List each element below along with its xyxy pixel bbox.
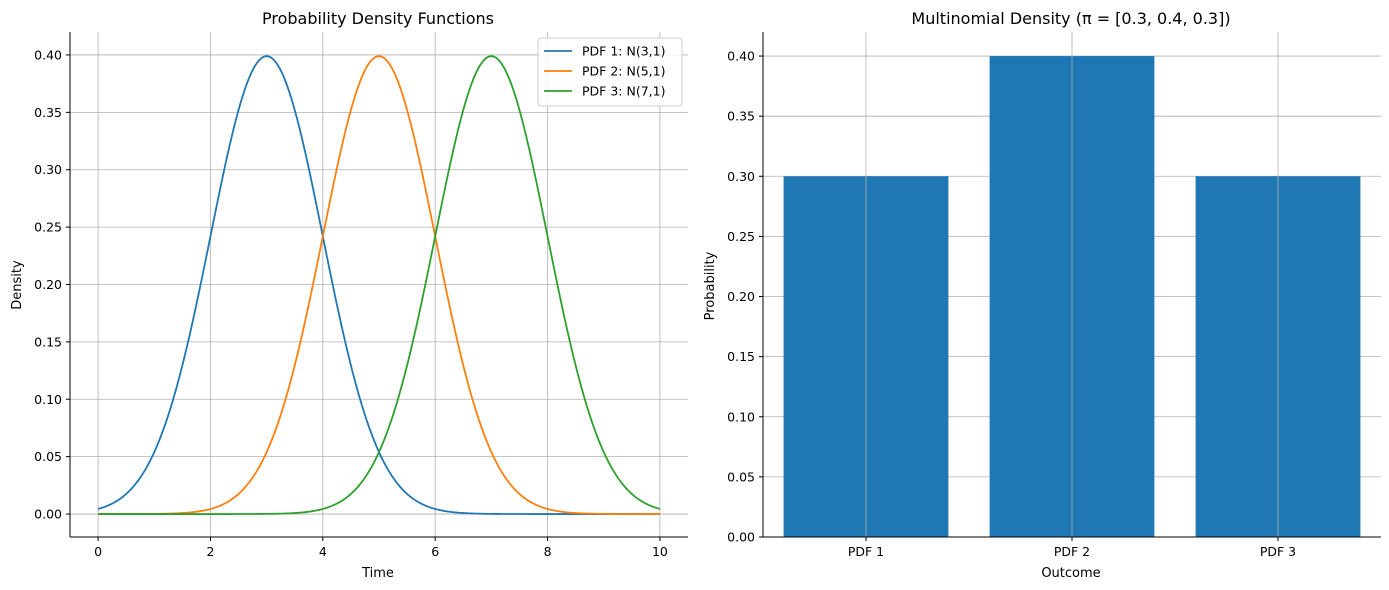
chart-title: Probability Density Functions	[262, 9, 494, 28]
y-tick-label: 0.30	[34, 162, 62, 177]
y-tick-label: 0.10	[727, 409, 755, 424]
legend-label-1: PDF 1: N(3,1)	[582, 44, 665, 59]
y-tick-label: 0.15	[727, 349, 755, 364]
series-lines	[97, 55, 661, 515]
series-line-1	[97, 55, 660, 515]
y-tick-label: 0.05	[34, 449, 62, 464]
grid	[865, 32, 1279, 537]
y-tick-label: 0.15	[34, 334, 62, 349]
x-axis-label: Outcome	[1041, 566, 1100, 581]
x-tick-label: 6	[431, 544, 439, 559]
y-tick-label: 0.25	[727, 229, 755, 244]
pdf-line-chart: Probability Density Functions 0 2 4 6 8 10 0.…	[10, 9, 688, 581]
x-tick-label: PDF 3	[1260, 544, 1296, 559]
y-tick-label: 0.25	[34, 220, 62, 235]
x-axis-label: Time	[361, 566, 394, 581]
x-ticks: 0 2 4 6 8 10	[94, 537, 668, 559]
x-tick-label: 8	[544, 544, 552, 559]
y-tick-label: 0.10	[34, 392, 62, 407]
y-ticks: 0.00 0.05 0.10 0.15 0.20 0.25 0.30 0.35 0.40	[727, 49, 763, 545]
y-ticks: 0.00 0.05 0.10 0.15 0.20 0.25 0.30 0.35 0.40	[34, 47, 70, 522]
y-axis-label: Density	[10, 260, 25, 310]
legend-box	[537, 37, 683, 107]
x-tick-label: 2	[206, 544, 214, 559]
series-line-3	[98, 55, 661, 515]
y-tick-label: 0.00	[34, 507, 62, 522]
y-tick-label: 0.40	[727, 49, 755, 64]
grid	[70, 32, 688, 537]
x-tick-label: 4	[319, 544, 327, 559]
y-tick-label: 0.00	[727, 530, 755, 545]
x-tick-label: PDF 2	[1054, 544, 1090, 559]
y-axis-label: Probability	[703, 251, 718, 320]
series-line-2	[98, 55, 660, 515]
x-tick-label: PDF 1	[848, 544, 884, 559]
y-tick-label: 0.20	[727, 289, 755, 304]
legend: PDF 1: N(3,1) PDF 2: N(5,1) PDF 3: N(7,1)	[537, 37, 683, 107]
legend-label-2: PDF 2: N(5,1)	[582, 64, 665, 79]
x-tick-label: 0	[94, 544, 102, 559]
y-tick-label: 0.35	[34, 105, 62, 120]
y-tick-label: 0.35	[727, 109, 755, 124]
y-tick-label: 0.20	[34, 277, 62, 292]
chart-title: Multinomial Density (π = [0.3, 0.4, 0.3]…	[911, 9, 1230, 28]
y-tick-label: 0.05	[727, 469, 755, 484]
y-tick-label: 0.30	[727, 169, 755, 184]
multinomial-bar-chart: Multinomial Density (π = [0.3, 0.4, 0.3]…	[703, 9, 1381, 581]
x-ticks: PDF 1 PDF 2 PDF 3	[848, 537, 1296, 559]
legend-label-3: PDF 3: N(7,1)	[582, 84, 665, 99]
y-tick-label: 0.40	[34, 47, 62, 62]
x-tick-label: 10	[652, 544, 668, 559]
